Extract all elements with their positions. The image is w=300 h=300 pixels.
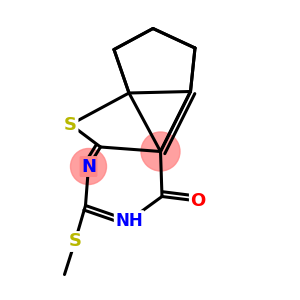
Text: N: N [81,158,96,175]
Text: NH: NH [115,212,143,230]
Circle shape [70,148,106,184]
Text: S: S [64,116,77,134]
Circle shape [141,132,180,171]
Text: S: S [68,232,82,250]
Text: O: O [190,192,206,210]
